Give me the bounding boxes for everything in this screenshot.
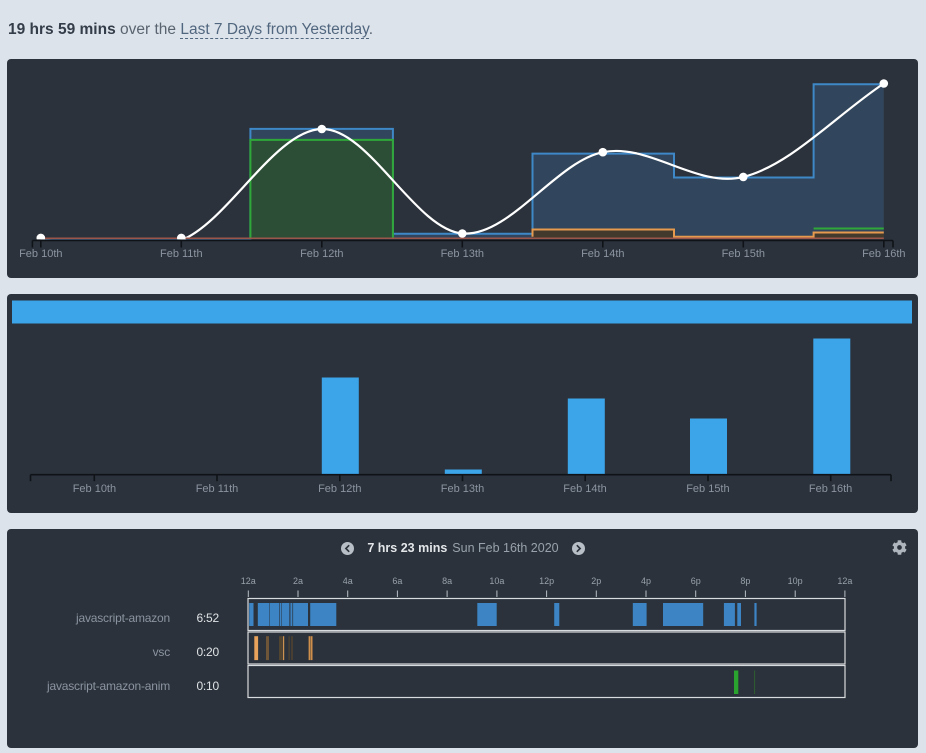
- svg-text:Feb 13th: Feb 13th: [441, 248, 484, 260]
- svg-text:Feb 11th: Feb 11th: [160, 248, 203, 260]
- svg-text:6a: 6a: [392, 576, 402, 586]
- svg-text:10a: 10a: [489, 576, 504, 586]
- svg-text:Feb 15th: Feb 15th: [686, 483, 729, 495]
- svg-text:Feb 14th: Feb 14th: [563, 483, 606, 495]
- svg-text:8a: 8a: [442, 576, 452, 586]
- svg-text:Feb 15th: Feb 15th: [722, 248, 765, 260]
- svg-text:Feb 16th: Feb 16th: [809, 483, 852, 495]
- svg-text:4p: 4p: [641, 576, 651, 586]
- svg-text:10p: 10p: [788, 576, 803, 586]
- svg-text:Feb 12th: Feb 12th: [318, 483, 361, 495]
- svg-text:12a: 12a: [241, 576, 256, 586]
- svg-text:12a: 12a: [837, 576, 852, 586]
- svg-text:Feb 12th: Feb 12th: [300, 248, 343, 260]
- svg-text:2p: 2p: [591, 576, 601, 586]
- svg-text:12p: 12p: [539, 576, 554, 586]
- svg-text:Feb 14th: Feb 14th: [581, 248, 624, 260]
- svg-text:6p: 6p: [691, 576, 701, 586]
- svg-text:2a: 2a: [293, 576, 303, 586]
- svg-text:Feb 11th: Feb 11th: [196, 483, 239, 495]
- svg-text:Feb 13th: Feb 13th: [441, 483, 484, 495]
- svg-text:Feb 16th: Feb 16th: [862, 248, 905, 260]
- svg-text:Feb 10th: Feb 10th: [19, 248, 62, 260]
- svg-text:8p: 8p: [740, 576, 750, 586]
- svg-text:Feb 10th: Feb 10th: [73, 483, 116, 495]
- svg-text:4a: 4a: [343, 576, 353, 586]
